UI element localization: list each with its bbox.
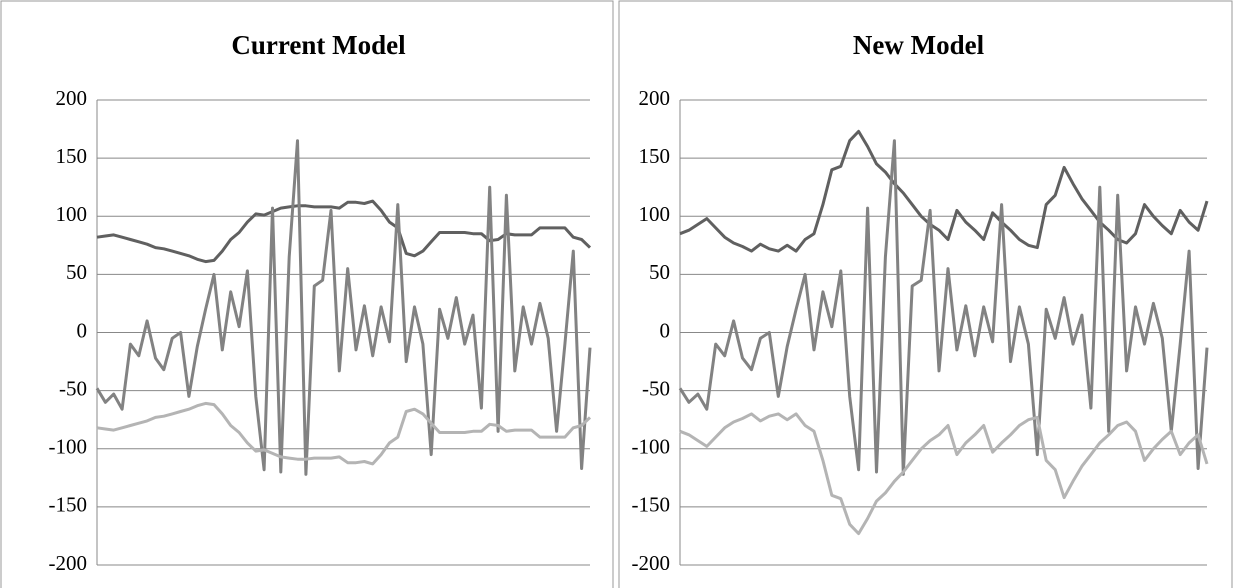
y-tick-label: 50 [649,260,670,284]
y-tick-label: -150 [49,493,88,517]
y-tick-label: 0 [77,318,88,342]
chart-title: New Model [853,30,985,60]
panel-border [618,0,1233,588]
y-tick-label: 200 [56,86,88,110]
y-tick-label: 150 [639,144,671,168]
y-tick-label: -50 [59,376,87,400]
y-tick-label: -200 [49,551,88,575]
y-tick-label: 150 [56,144,88,168]
y-tick-label: -50 [642,376,670,400]
y-tick-label: 200 [639,86,671,110]
chart-title: Current Model [231,30,406,60]
y-tick-label: -100 [632,435,671,459]
series-line [679,129,1209,253]
y-tick-label: -100 [49,435,88,459]
series-line [96,199,592,264]
series-line [679,412,1209,536]
y-tick-label: -200 [632,551,671,575]
panel-border [0,0,614,588]
series-line [96,401,592,466]
y-tick-label: 100 [639,202,671,226]
y-tick-label: 50 [66,260,87,284]
series-line [95,139,592,476]
y-tick-label: 0 [660,318,671,342]
y-tick-label: -150 [632,493,671,517]
series-line [678,139,1209,476]
y-tick-label: 100 [56,202,88,226]
